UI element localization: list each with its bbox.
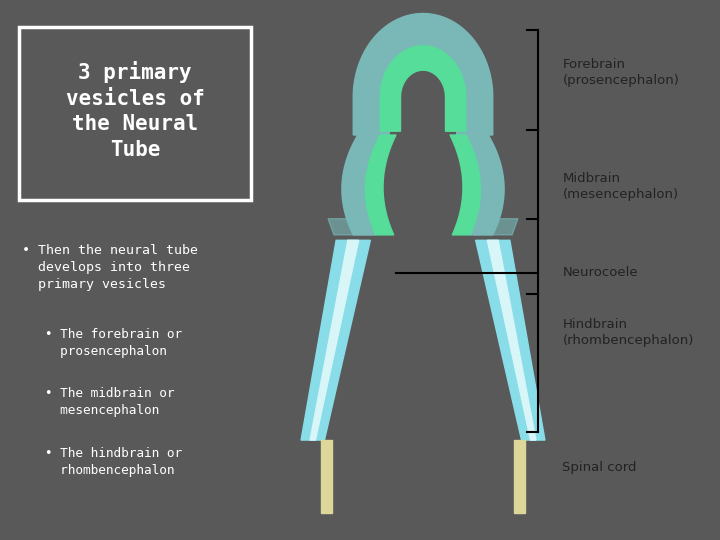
Text: • The forebrain or
     prosencephalon: • The forebrain or prosencephalon [22, 328, 181, 358]
Text: Forebrain
(prosencephalon): Forebrain (prosencephalon) [562, 58, 680, 87]
Polygon shape [466, 135, 504, 235]
Text: Midbrain
(mesencephalon): Midbrain (mesencephalon) [562, 172, 679, 201]
Polygon shape [474, 219, 518, 235]
Polygon shape [476, 240, 545, 440]
Text: Neurocoele: Neurocoele [562, 266, 638, 279]
Polygon shape [310, 240, 359, 440]
Polygon shape [321, 440, 332, 513]
Polygon shape [366, 135, 396, 235]
Text: • The hindbrain or
     rhombencephalon: • The hindbrain or rhombencephalon [22, 447, 181, 477]
Polygon shape [354, 14, 492, 135]
Polygon shape [487, 240, 536, 440]
Text: • The midbrain or
     mesencephalon: • The midbrain or mesencephalon [22, 387, 174, 417]
FancyBboxPatch shape [19, 27, 251, 200]
Text: Hindbrain
(rhombencephalon): Hindbrain (rhombencephalon) [562, 318, 694, 347]
Text: • Then the neural tube
  develops into three
  primary vesicles: • Then the neural tube develops into thr… [22, 244, 197, 291]
Polygon shape [380, 46, 466, 131]
Polygon shape [450, 135, 480, 235]
Text: Spinal cord: Spinal cord [562, 461, 637, 474]
Text: 3 primary
vesicles of
the Neural
Tube: 3 primary vesicles of the Neural Tube [66, 62, 204, 160]
Polygon shape [514, 440, 525, 513]
Polygon shape [301, 240, 370, 440]
Polygon shape [342, 135, 380, 235]
Polygon shape [328, 219, 373, 235]
